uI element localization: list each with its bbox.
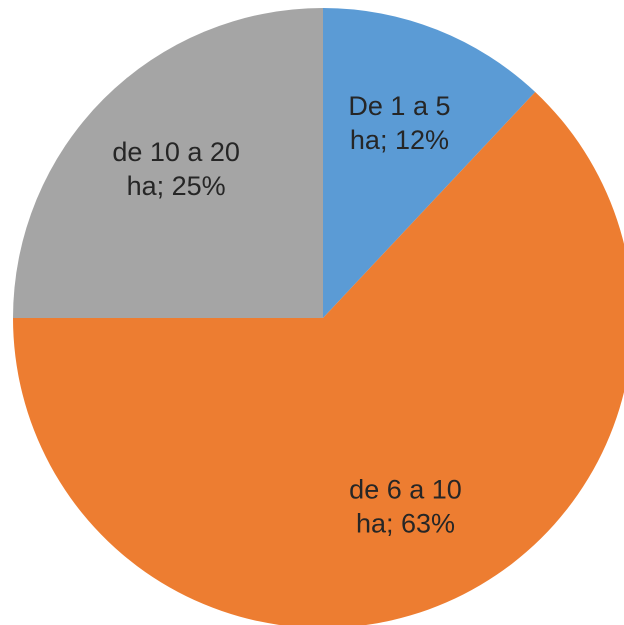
data-label-line: ha; 63% <box>356 509 455 539</box>
pie-slice <box>13 8 323 318</box>
data-label-line: De 1 a 5 <box>348 91 450 121</box>
data-label: de 6 a 10 ha; 63% <box>349 475 462 539</box>
data-label: de 10 a 20 ha; 25% <box>112 137 240 201</box>
pie-slice <box>13 92 624 625</box>
data-label: De 1 a 5 ha; 12% <box>348 91 450 155</box>
data-label-line: ha; 12% <box>350 125 449 155</box>
pie-slice <box>323 8 536 318</box>
data-label-line: ha; 25% <box>127 171 226 201</box>
data-label-line: de 6 a 10 <box>349 475 462 505</box>
data-label-line: de 10 a 20 <box>112 137 240 167</box>
